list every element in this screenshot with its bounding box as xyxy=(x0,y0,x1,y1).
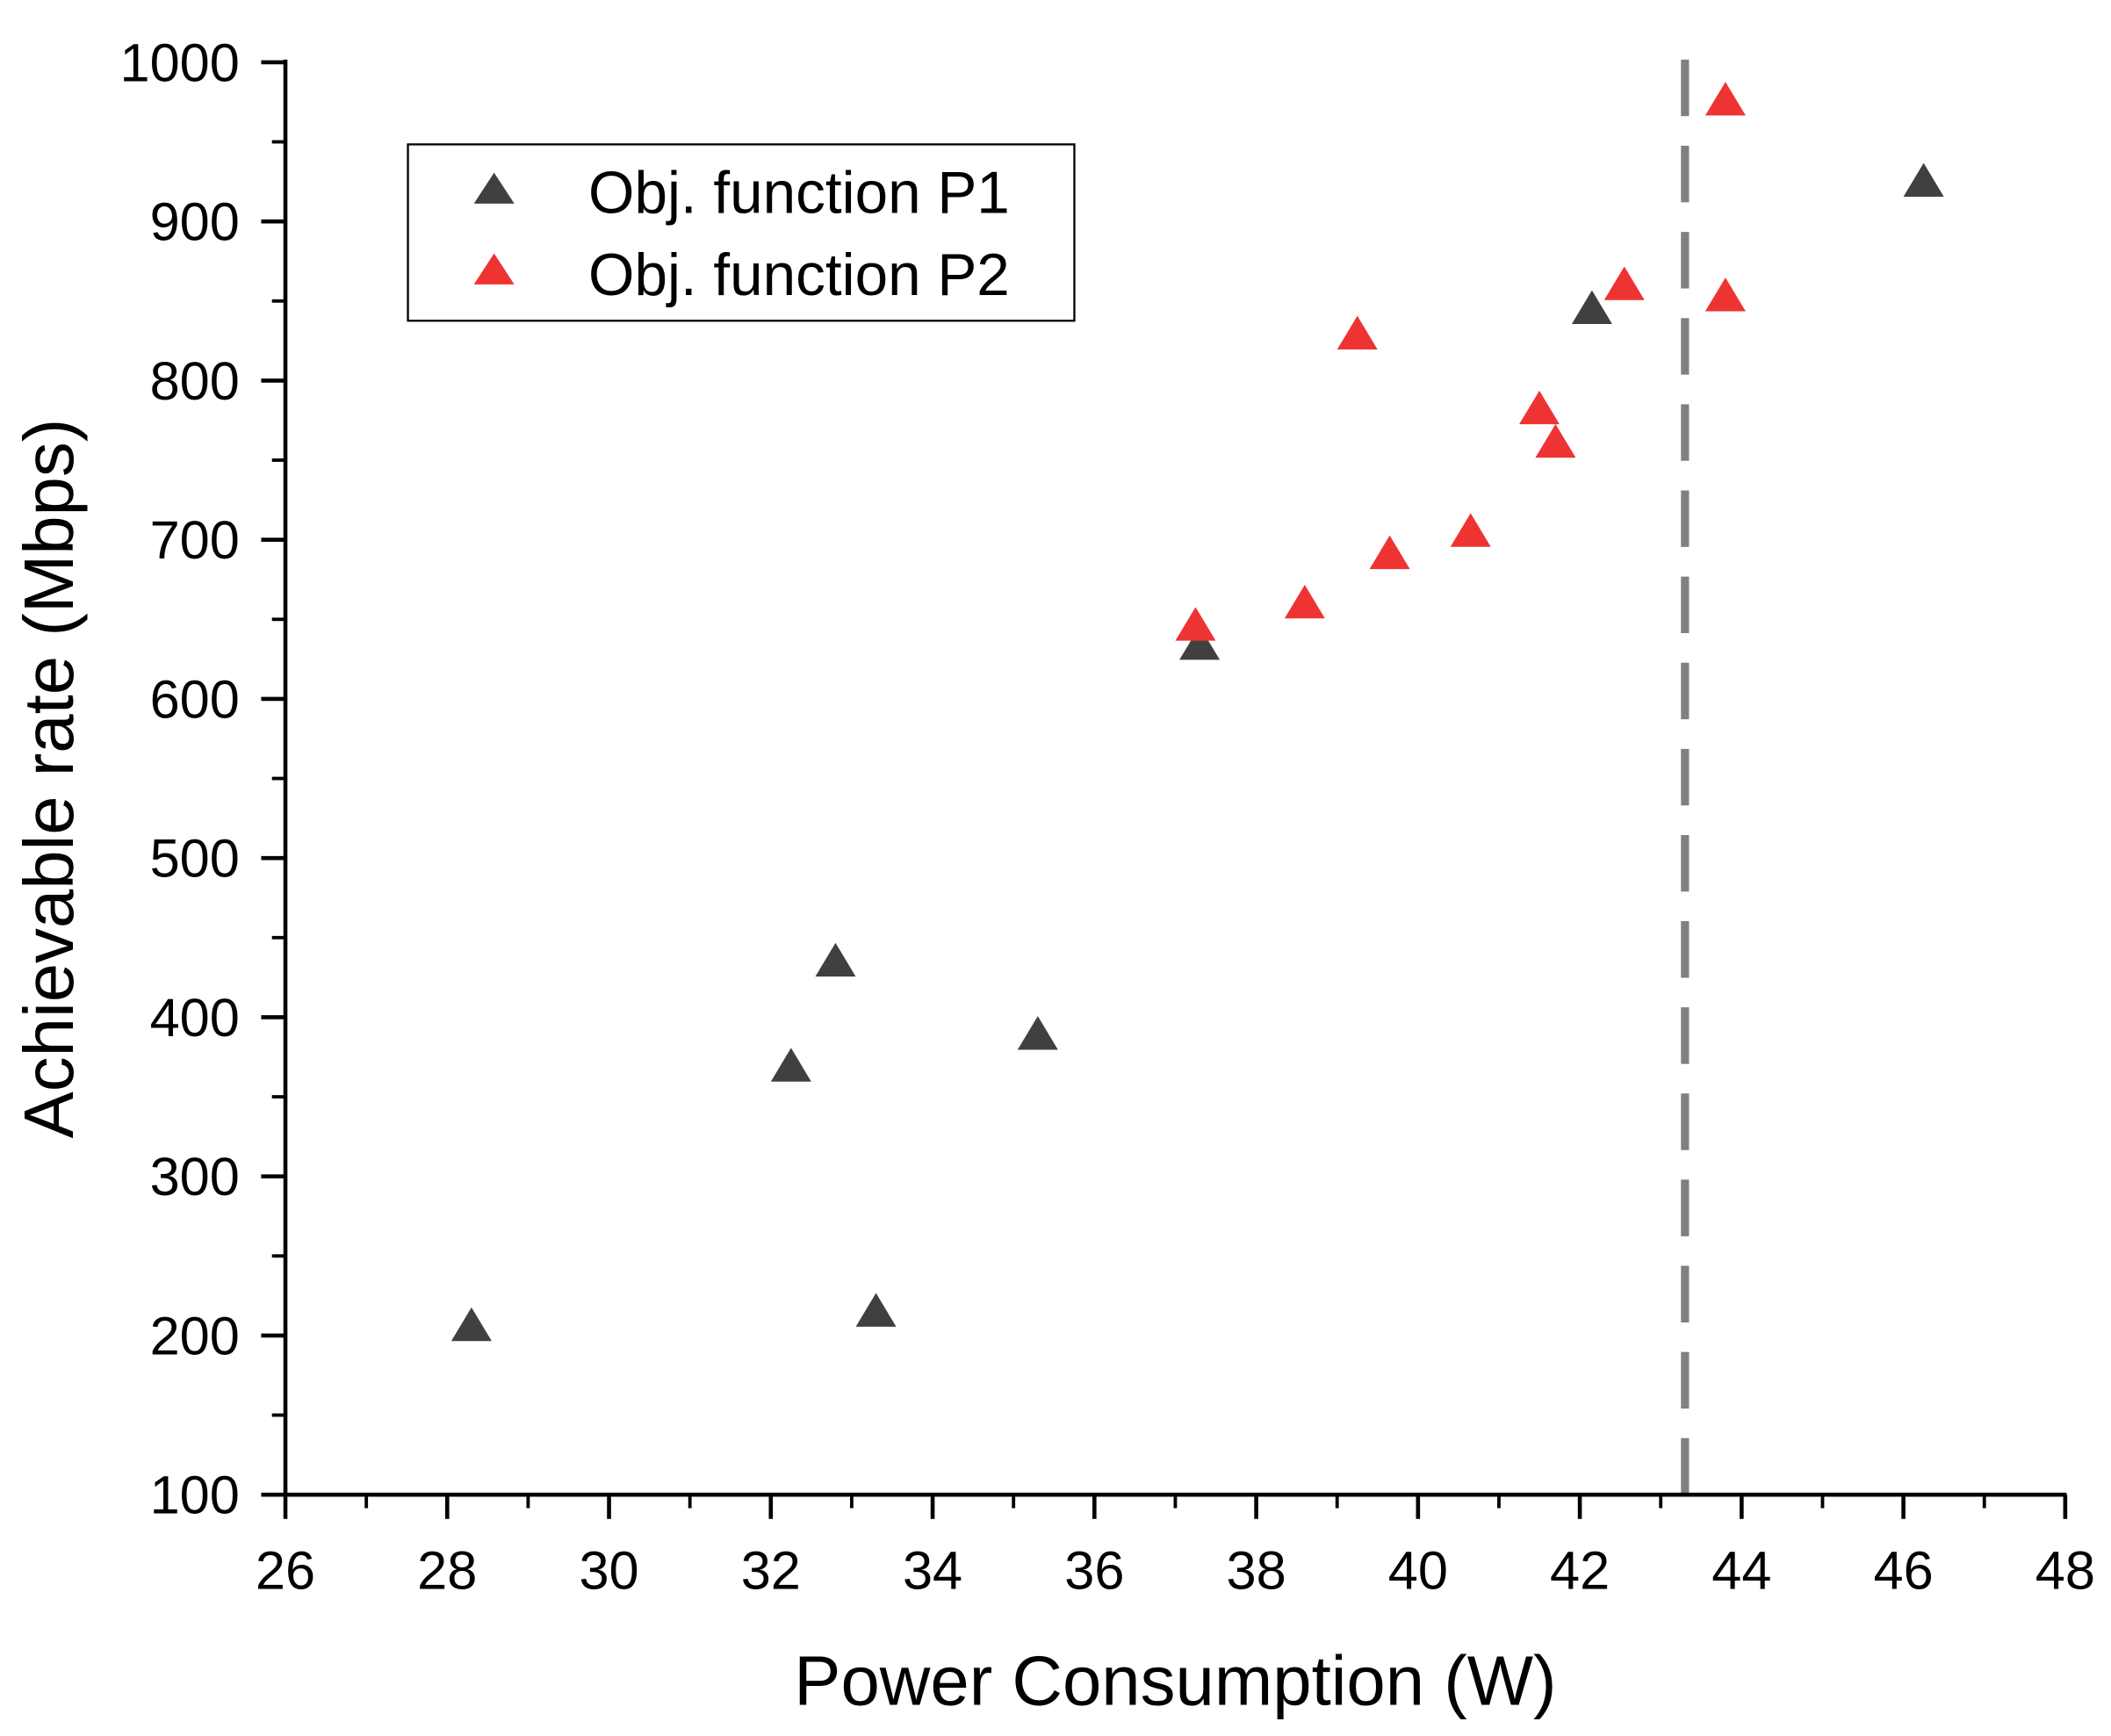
data-point-p1 xyxy=(855,1293,897,1327)
data-points xyxy=(450,82,1944,1342)
x-tick-label: 40 xyxy=(1388,1540,1448,1601)
data-point-p1 xyxy=(1017,1016,1058,1050)
y-tick-label: 100 xyxy=(150,1465,240,1525)
y-tick-label: 500 xyxy=(150,828,240,889)
x-tick-label: 44 xyxy=(1711,1540,1771,1601)
x-tick-label: 46 xyxy=(1874,1540,1934,1601)
data-point-p2 xyxy=(1704,82,1746,116)
data-point-p2 xyxy=(1336,315,1378,349)
y-tick-label: 300 xyxy=(150,1146,240,1207)
data-point-p1 xyxy=(1903,162,1944,197)
major-ticks: 26 28 30 32 34 36 38 40 42 44 46 48 100 200 300 400 500 6… xyxy=(119,32,2094,1600)
y-tick-label: 400 xyxy=(150,987,240,1048)
y-axis-label: Achievable rate (Mbps) xyxy=(10,419,88,1139)
data-point-p2 xyxy=(1369,535,1410,570)
x-tick-label: 28 xyxy=(417,1540,477,1601)
data-point-p2 xyxy=(1284,584,1325,619)
y-tick-label: 900 xyxy=(150,191,240,252)
x-tick-label: 30 xyxy=(579,1540,638,1601)
legend-box xyxy=(407,143,1076,322)
data-point-p1 xyxy=(1179,626,1221,660)
x-tick-label: 48 xyxy=(2035,1540,2095,1601)
data-point-p2 xyxy=(1704,277,1746,312)
legend-marker-p1 xyxy=(473,172,515,204)
x-tick-label: 26 xyxy=(256,1540,315,1601)
y-tick-label: 1000 xyxy=(119,32,239,92)
y-tick-label: 800 xyxy=(150,350,240,411)
y-tick-label: 600 xyxy=(150,668,240,729)
data-point-p2 xyxy=(1519,390,1560,425)
legend-marker-p2 xyxy=(473,253,515,285)
data-point-p2 xyxy=(1175,607,1216,641)
legend-label-p1: Obj. function P1 xyxy=(588,161,1010,227)
legend: Obj. function P1 Obj. function P2 xyxy=(407,143,1076,322)
y-tick-label: 700 xyxy=(150,509,240,570)
data-point-p2 xyxy=(1450,513,1491,547)
data-point-p1 xyxy=(815,942,856,977)
x-tick-label: 38 xyxy=(1226,1540,1286,1601)
data-point-p1 xyxy=(450,1307,492,1342)
x-tick-label: 42 xyxy=(1550,1540,1610,1601)
minor-ticks xyxy=(271,140,1986,1509)
x-tick-label: 36 xyxy=(1064,1540,1124,1601)
data-point-p1 xyxy=(1571,290,1612,324)
x-tick-label: 32 xyxy=(741,1540,801,1601)
data-point-p2 xyxy=(1535,423,1576,458)
data-point-p2 xyxy=(1603,266,1645,300)
x-tick-label: 34 xyxy=(903,1540,962,1601)
legend-label-p2: Obj. function P2 xyxy=(588,242,1010,308)
y-tick-label: 200 xyxy=(150,1305,240,1365)
x-axis-label: Power Consumption (W) xyxy=(794,1641,1556,1719)
data-point-p1 xyxy=(770,1048,811,1082)
